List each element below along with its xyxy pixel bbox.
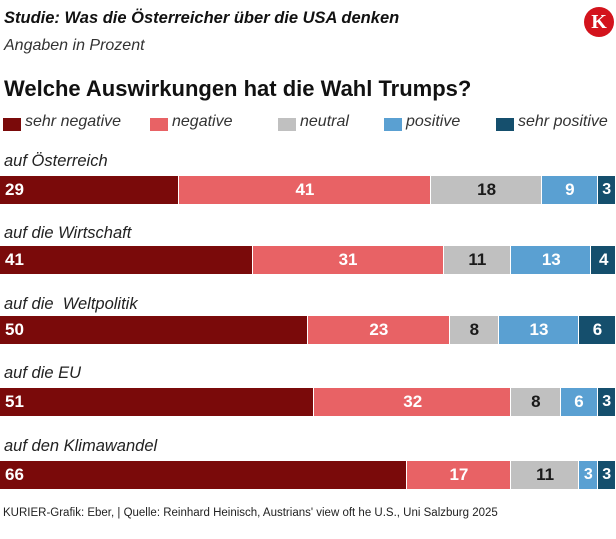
legend-label: neutral [300,113,349,130]
legend-label: sehr negative [25,113,122,130]
bar-segment [542,176,598,204]
data-label: 31 [338,250,358,269]
category-label: auf die Wirtschaft [4,224,132,242]
stacked-bar: 41 31 11 13 4 [0,246,616,274]
stacked-bar: 51 32 8 6 3 [0,388,616,416]
bar-segment [498,316,580,344]
bar-segment [443,246,512,274]
stacked-bar: 29 41 18 9 3 [0,176,616,204]
legend-label: sehr positive [518,113,608,130]
category-label: auf die EU [4,364,82,382]
legend-swatch [150,118,168,131]
legend-swatch [496,118,514,131]
legend-label: negative [172,113,233,130]
data-label: 29 [5,180,24,199]
bar-segment [560,388,598,416]
category-label: auf den Klimawandel [4,437,158,455]
data-label: 13 [529,320,549,339]
bar-segment [0,461,407,489]
data-label: 9 [565,180,575,199]
bar-segment [591,246,616,274]
data-label: 3 [602,393,612,410]
source-footer: KURIER-Grafik: Eber, | Quelle: Reinhard … [3,507,498,519]
bar-segment [511,246,592,274]
bar-segment [597,176,616,204]
stacked-bar: 50 23 8 13 6 [0,316,616,344]
bar-segment [579,461,598,489]
data-label: 11 [468,250,487,269]
bar-segment [0,246,253,274]
data-label: 32 [403,392,423,411]
bar-segment [0,176,179,204]
bar-segment [314,388,512,416]
data-label: 11 [536,465,555,484]
data-label: 18 [477,180,497,199]
stacked-bar: 66 17 11 3 3 [0,461,616,489]
bar-segment [406,461,512,489]
bar-segment [252,246,444,274]
chart-legend: sehr negative negative neutral positive sehr… [0,112,616,134]
legend-label: positive [406,113,461,130]
data-label: 66 [5,465,24,484]
legend-swatch [278,118,296,131]
data-label: 8 [469,320,480,339]
data-label: 3 [583,466,593,483]
bar-segment [178,176,432,204]
bar-segment [597,388,616,416]
unit-note: Angaben in Prozent [4,37,145,54]
category-label: auf die Weltpolitik [4,295,138,313]
data-label: 8 [531,392,541,411]
study-title: Studie: Was die Österreicher über die US… [4,9,400,27]
data-label: 6 [574,392,584,411]
data-label: 41 [5,250,24,269]
bar-segment [0,316,308,344]
bar-segment [308,316,450,344]
data-label: 6 [592,320,603,339]
data-label: 50 [5,320,24,339]
legend-swatch [3,118,21,131]
data-label: 41 [295,180,315,199]
bar-segment [597,461,616,489]
bar-segment [511,461,580,489]
bar-segment [449,316,499,344]
data-label: 51 [5,392,24,411]
category-label: auf Österreich [4,152,108,170]
bar-segment [511,388,561,416]
data-label: 17 [449,465,469,484]
data-label: 4 [598,250,609,269]
bar-segment [579,316,616,344]
data-label: 23 [369,320,389,339]
data-label: 13 [541,250,561,269]
data-label: 3 [602,466,612,483]
bar-segment [431,176,543,204]
bar-segment [0,388,315,416]
chart-title: Welche Auswirkungen hat die Wahl Trumps? [4,76,472,101]
legend-swatch [384,118,402,131]
data-label: 3 [602,181,612,198]
kurier-logo-icon: K [584,7,614,37]
